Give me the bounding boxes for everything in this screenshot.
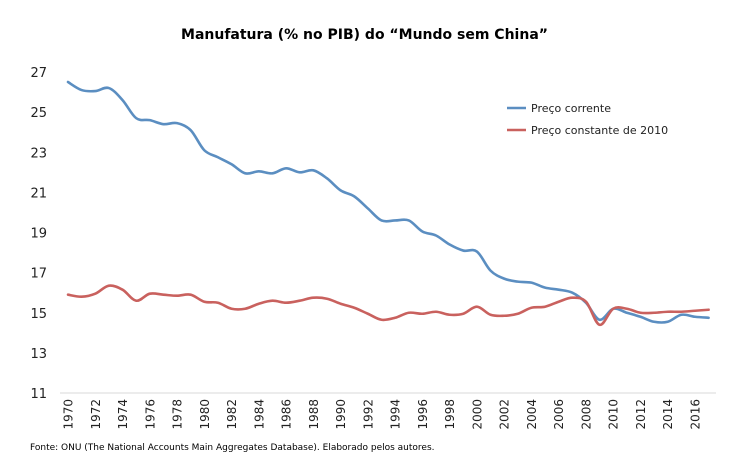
- x-tick-label: 1982: [225, 399, 239, 430]
- chart-title: Manufatura (% no PIB) do “Mundo sem Chin…: [181, 27, 548, 43]
- x-tick-label: 2000: [470, 399, 484, 430]
- x-tick-label: 1998: [443, 399, 457, 430]
- x-tick-label: 2004: [525, 399, 539, 430]
- x-tick-label: 1992: [361, 399, 375, 430]
- x-tick-label: 2010: [607, 399, 621, 430]
- x-tick-label: 2006: [552, 399, 566, 430]
- y-tick-label: 19: [30, 227, 47, 242]
- y-tick-label: 11: [30, 387, 47, 402]
- y-axis-ticks: 11 13 15 17 19 21 23 25 27: [30, 66, 47, 402]
- x-tick-label: 1996: [416, 399, 430, 430]
- y-tick-label: 21: [30, 186, 47, 201]
- x-tick-label: 1972: [89, 399, 103, 430]
- y-tick-label: 27: [30, 66, 47, 81]
- x-tick-label: 1988: [307, 399, 321, 430]
- x-tick-label: 1986: [280, 399, 294, 430]
- x-tick-label: 1980: [198, 399, 212, 430]
- x-tick-label: 2012: [634, 399, 648, 430]
- y-tick-label: 13: [30, 347, 47, 362]
- x-axis-ticks: 1970 1972 1974 1976 1978 1980 1982 1984 1986 1988…: [62, 399, 703, 430]
- x-tick-label: 1976: [143, 399, 157, 430]
- x-tick-label: 1978: [171, 399, 185, 430]
- y-tick-label: 17: [30, 267, 47, 282]
- legend-label: Preço constante de 2010: [531, 124, 668, 137]
- x-tick-label: 2016: [688, 399, 702, 430]
- x-tick-label: 2002: [498, 399, 512, 430]
- series-line-preco-corrente: [66, 80, 710, 324]
- x-tick-label: 1984: [252, 399, 266, 430]
- x-tick-label: 2008: [579, 399, 593, 430]
- y-tick-label: 25: [30, 106, 47, 121]
- source-note: Fonte: ONU (The National Accounts Main A…: [30, 443, 435, 453]
- x-tick-label: 2014: [661, 399, 675, 430]
- series-line-preco-constante-2010: [66, 284, 710, 327]
- y-tick-label: 15: [30, 307, 47, 322]
- legend: Preço corrente Preço constante de 2010: [507, 102, 668, 137]
- legend-label: Preço corrente: [531, 102, 611, 115]
- x-tick-label: 1990: [334, 399, 348, 430]
- y-tick-label: 23: [30, 146, 47, 161]
- x-tick-label: 1970: [62, 399, 76, 430]
- x-tick-label: 1974: [116, 399, 130, 430]
- x-tick-label: 1994: [389, 399, 403, 430]
- series-group: [66, 80, 710, 327]
